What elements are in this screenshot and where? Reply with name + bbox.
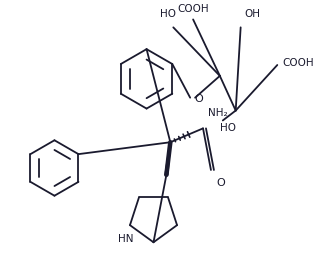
Text: O: O xyxy=(216,178,225,188)
Text: O: O xyxy=(194,94,203,104)
Text: COOH: COOH xyxy=(177,4,209,14)
Text: HO: HO xyxy=(160,9,176,19)
Text: HN: HN xyxy=(118,234,134,244)
Text: OH: OH xyxy=(245,9,261,19)
Text: COOH: COOH xyxy=(282,58,314,68)
Text: NH₂: NH₂ xyxy=(208,108,228,118)
Text: HO: HO xyxy=(220,123,236,133)
